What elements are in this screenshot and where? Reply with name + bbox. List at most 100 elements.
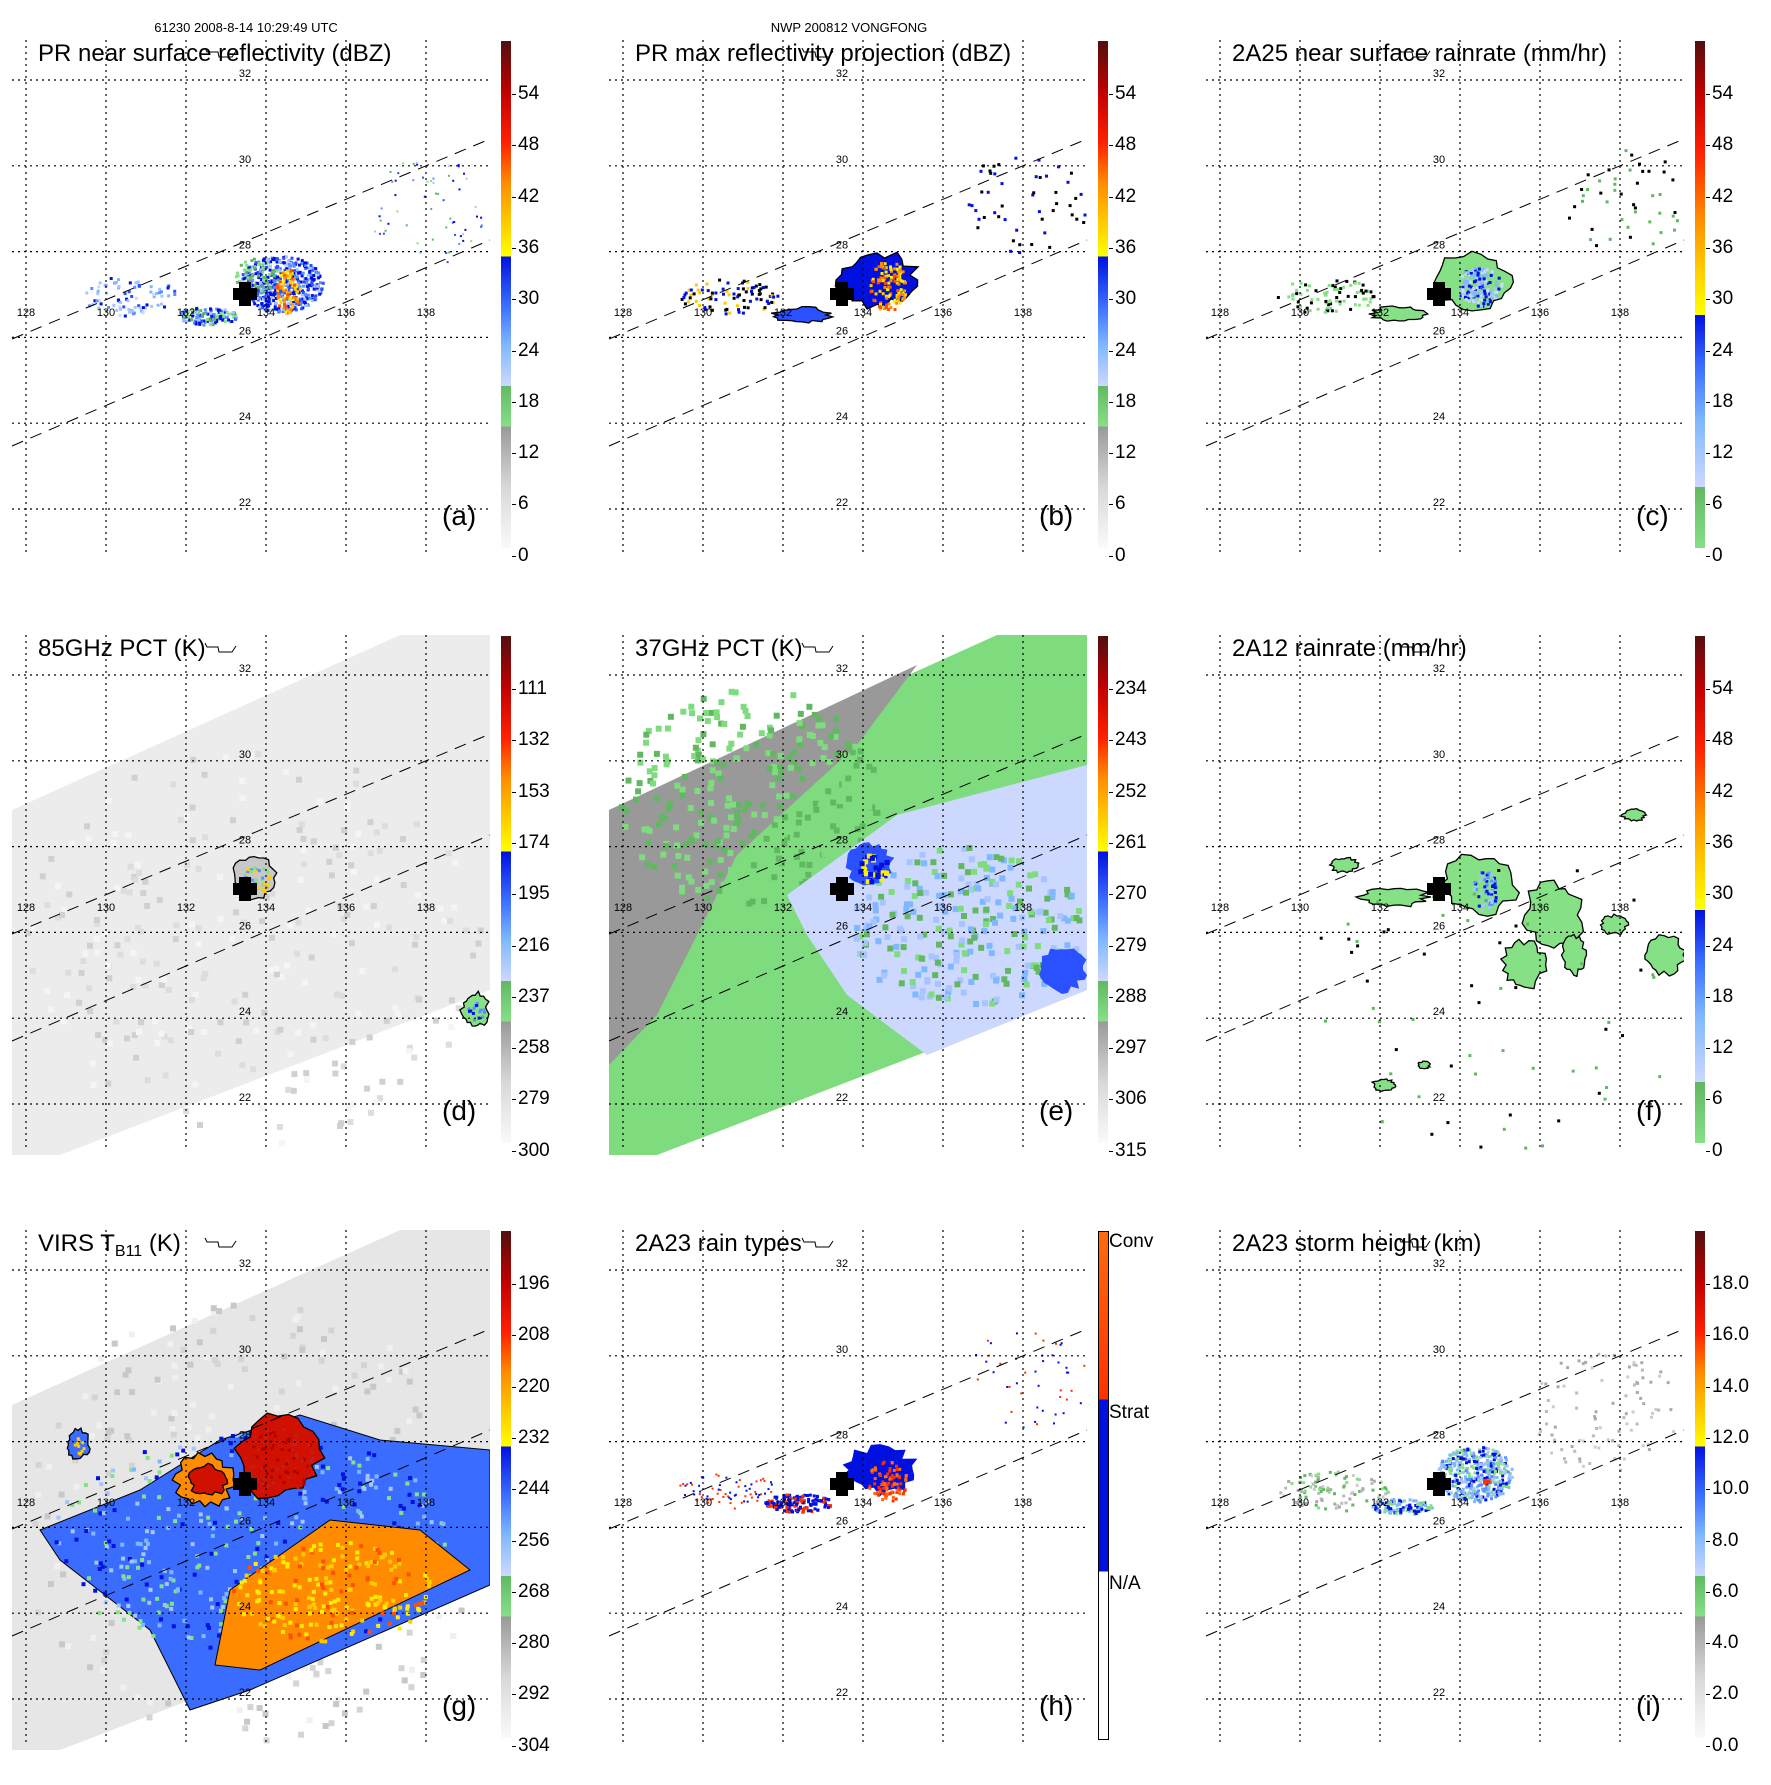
data-pixel — [463, 173, 465, 175]
data-pixel — [821, 755, 827, 761]
data-pixel — [97, 285, 100, 288]
data-pixel — [1497, 1459, 1500, 1462]
data-pixel — [446, 1042, 452, 1048]
data-pixel — [319, 1548, 323, 1552]
data-pixel — [1498, 941, 1501, 944]
data-pixel — [1490, 293, 1493, 296]
data-pixel — [1041, 876, 1047, 882]
data-pixel — [136, 977, 142, 983]
data-pixel — [187, 1362, 193, 1368]
data-pixel — [904, 1478, 907, 1481]
data-pixel — [330, 1621, 334, 1625]
data-pixel — [98, 1511, 102, 1515]
data-pixel — [311, 1597, 315, 1601]
data-pixel — [883, 267, 886, 270]
data-pixel — [1053, 1422, 1055, 1424]
data-pixel — [269, 1600, 273, 1604]
data-pixel — [961, 967, 967, 973]
title-suffix: (K) — [142, 1230, 181, 1257]
echo-region — [1356, 888, 1431, 906]
data-pixel — [142, 311, 145, 314]
data-pixel — [857, 769, 863, 775]
data-pixel — [288, 1621, 292, 1625]
data-pixel — [272, 1431, 275, 1434]
data-pixel — [300, 1624, 304, 1628]
data-pixel — [1476, 286, 1479, 289]
data-pixel — [662, 816, 668, 822]
data-pixel — [306, 1636, 310, 1640]
data-pixel — [120, 1685, 126, 1691]
colorbar-tick — [1109, 504, 1113, 505]
data-pixel — [688, 704, 694, 710]
data-pixel — [319, 281, 322, 284]
data-pixel — [404, 1593, 408, 1597]
title-subscript: B11 — [115, 1243, 142, 1260]
data-pixel — [65, 970, 71, 976]
lat-label: 22 — [239, 1687, 251, 1699]
data-pixel — [1004, 218, 1007, 221]
colorbar-label: 261 — [1115, 832, 1147, 854]
data-pixel — [733, 297, 736, 300]
data-pixel — [1329, 1488, 1332, 1491]
lon-label: 132 — [1371, 902, 1389, 914]
data-pixel — [114, 1389, 120, 1395]
data-pixel — [279, 280, 282, 283]
data-pixel — [989, 950, 995, 956]
data-pixel — [768, 1488, 770, 1490]
data-pixel — [459, 188, 461, 190]
colorbar-label: 0 — [1712, 545, 1723, 567]
data-pixel — [427, 1584, 431, 1588]
data-pixel — [1451, 1453, 1454, 1456]
lon-label: 132 — [177, 902, 195, 914]
data-pixel — [1494, 1456, 1497, 1459]
data-pixel — [293, 1583, 297, 1587]
data-pixel — [193, 1573, 197, 1577]
colorbar-label: 256 — [518, 1530, 550, 1552]
data-pixel — [870, 284, 873, 287]
data-pixel — [1591, 228, 1594, 231]
data-pixel — [1362, 292, 1365, 295]
data-pixel — [639, 854, 645, 860]
data-pixel — [140, 1563, 144, 1567]
data-pixel — [370, 1384, 376, 1390]
data-pixel — [323, 1592, 327, 1596]
data-pixel — [119, 1565, 123, 1569]
colorbar-label: 42 — [1712, 186, 1733, 208]
data-pixel — [1506, 1465, 1509, 1468]
data-pixel — [1001, 182, 1004, 185]
data-pixel — [937, 848, 943, 854]
data-pixel — [1287, 295, 1290, 298]
data-pixel — [1487, 1474, 1490, 1477]
data-pixel — [1465, 271, 1468, 274]
data-pixel — [689, 294, 692, 297]
data-pixel — [1465, 1486, 1468, 1489]
data-pixel — [1456, 1450, 1459, 1453]
colorbar-label: 12 — [518, 442, 539, 464]
colorbar-tick — [1706, 402, 1710, 403]
data-pixel — [155, 292, 158, 295]
data-pixel — [1454, 1485, 1457, 1488]
data-pixel — [982, 1000, 988, 1006]
lon-label: 134 — [854, 307, 872, 319]
data-pixel — [301, 861, 307, 867]
lat-label: 30 — [1433, 154, 1445, 166]
data-pixel — [917, 890, 923, 896]
data-pixel — [107, 1539, 111, 1543]
data-pixel — [799, 862, 805, 868]
data-pixel — [189, 922, 195, 928]
data-pixel — [1420, 1508, 1423, 1511]
data-pixel — [1494, 879, 1497, 882]
data-pixel — [764, 1480, 766, 1482]
data-pixel — [1336, 288, 1339, 291]
data-pixel — [218, 916, 224, 922]
data-pixel — [307, 1605, 311, 1609]
data-pixel — [890, 279, 893, 282]
data-pixel — [448, 1024, 454, 1030]
data-pixel — [1035, 175, 1038, 178]
data-pixel — [1505, 1482, 1508, 1485]
data-pixel — [936, 995, 942, 1001]
colorbar-tick — [1109, 248, 1113, 249]
data-pixel — [250, 870, 253, 873]
data-pixel — [985, 896, 991, 902]
